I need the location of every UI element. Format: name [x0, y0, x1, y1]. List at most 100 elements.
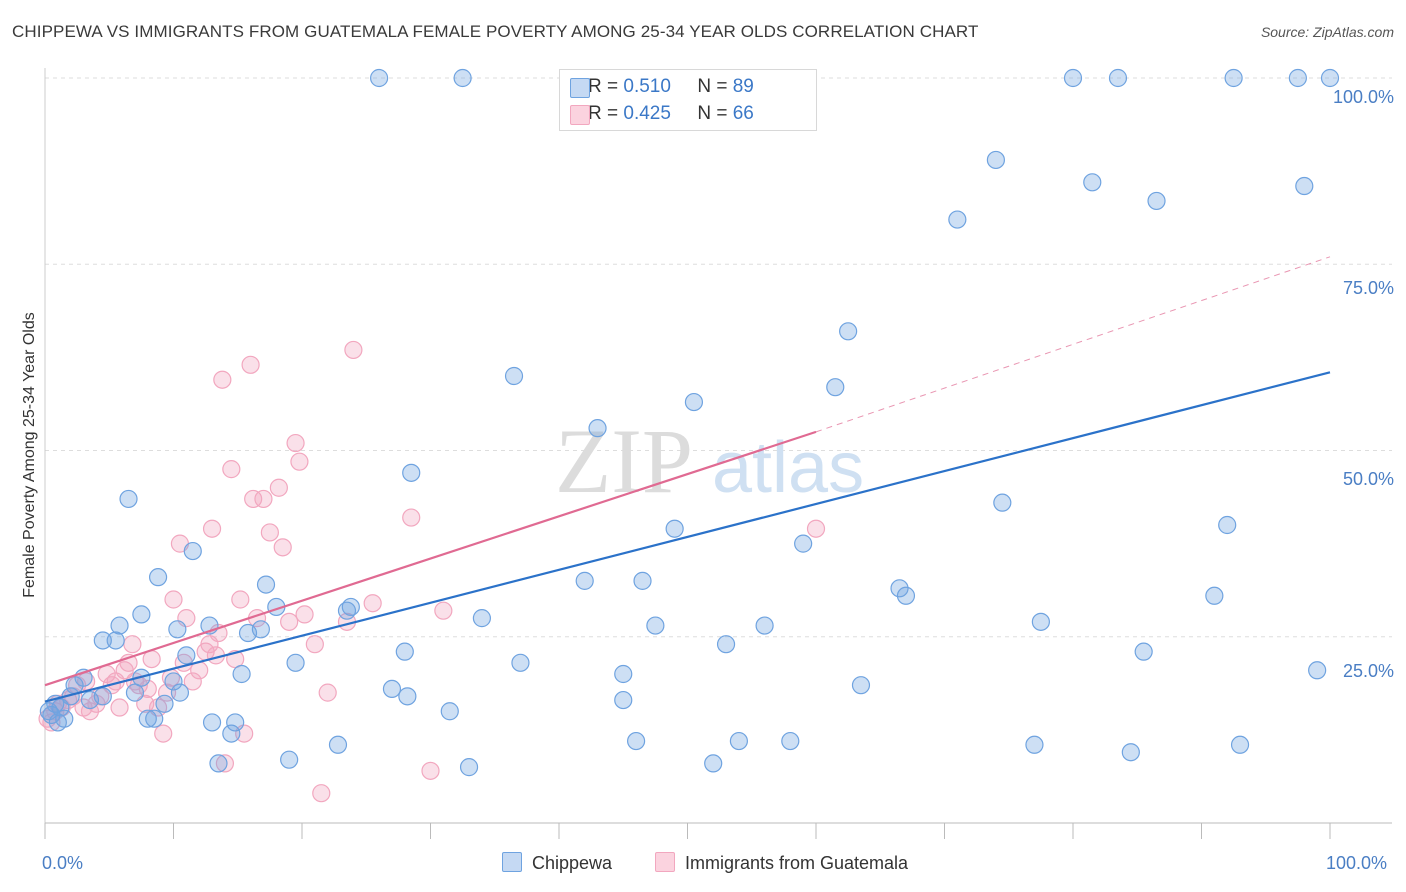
guatemala-point — [222, 460, 241, 479]
n-value: 89 — [732, 76, 754, 97]
chippewa-point — [232, 664, 251, 684]
chippewa-point — [459, 758, 479, 777]
guatemala-point — [344, 340, 363, 360]
chippewa-point — [1308, 661, 1327, 680]
chippewa-point — [370, 68, 389, 88]
guatemala-point — [260, 523, 279, 542]
guatemala-point — [305, 635, 324, 654]
y-tick-label-25: 25.0% — [1342, 661, 1394, 681]
chippewa-point — [402, 463, 421, 482]
r-value: 0.510 — [623, 76, 671, 97]
chippewa-point — [155, 694, 174, 713]
chippewa-point — [1147, 191, 1166, 211]
chippewa-point — [839, 322, 858, 341]
chippewa-point — [851, 676, 871, 695]
guatemala-point — [110, 698, 129, 717]
chippewa-point — [665, 519, 684, 538]
guatemala-point — [273, 538, 292, 557]
n-label: N = — [697, 76, 733, 97]
chippewa-point — [986, 150, 1006, 170]
y-tick-label-50: 50.0% — [1342, 469, 1394, 489]
guatemala-point — [213, 370, 232, 389]
source-label: Source: ZipAtlas.com — [1260, 24, 1394, 40]
chippewa-point — [328, 735, 348, 754]
chippewa-point — [341, 597, 360, 617]
chippewa-point — [1320, 68, 1340, 88]
chippewa-trend-line — [44, 371, 1331, 703]
chippewa-point — [1025, 735, 1044, 754]
chippewa-point — [93, 631, 112, 650]
chippewa-points — [39, 68, 1340, 777]
chippewa-point — [890, 579, 909, 598]
gridlines — [45, 77, 1392, 638]
guatemala-point — [269, 478, 288, 497]
chippewa-swatch — [502, 852, 522, 872]
guatemala-point — [806, 519, 826, 538]
chippewa-point — [256, 575, 276, 594]
watermark-zip: ZIP — [555, 410, 693, 512]
legend-row-guatemala: R = 0.425 N = 66 — [570, 101, 754, 127]
chippewa-point — [826, 378, 845, 397]
chippewa-point — [1121, 743, 1140, 762]
chippewa-point — [1063, 68, 1083, 88]
n-value: 66 — [732, 103, 754, 124]
chippewa-point — [755, 616, 774, 635]
guatemala-swatch — [570, 105, 590, 125]
chippewa-point — [168, 620, 187, 639]
guatemala-point — [231, 590, 250, 609]
chippewa-point — [1134, 642, 1153, 661]
chippewa-point — [164, 672, 183, 691]
chippewa-point — [138, 709, 157, 728]
guatemala-point — [123, 635, 142, 654]
x-tick-label-max: 100.0% — [1326, 853, 1388, 873]
chippewa-point — [286, 653, 305, 672]
guatemala-point — [157, 683, 177, 702]
chippewa-point — [202, 713, 222, 732]
chippewa-point — [119, 489, 138, 509]
chippewa-point — [51, 698, 70, 717]
guatemala-point — [164, 590, 183, 609]
chippewa-point — [55, 709, 74, 728]
y-tick-label-100: 100.0% — [1332, 87, 1394, 107]
chippewa-point — [93, 687, 112, 706]
guatemala-trend-line — [44, 430, 817, 687]
guatemala-point — [183, 672, 202, 691]
chippewa-point — [511, 653, 530, 672]
chippewa-point — [626, 731, 646, 751]
chippewa-point — [170, 683, 190, 702]
chippewa-point — [226, 713, 245, 732]
chippewa-point — [1205, 586, 1224, 605]
chippewa-point — [704, 754, 723, 773]
guatemala-point — [280, 612, 299, 631]
chippewa-point — [614, 664, 633, 684]
guatemala-swatch — [655, 852, 675, 872]
chippewa-point — [729, 731, 749, 751]
chippewa-point — [177, 646, 196, 665]
x-tick-label-min: 0.0% — [42, 853, 84, 873]
guatemala-point — [202, 519, 222, 538]
chippewa-point — [382, 679, 402, 699]
guatemala-point — [312, 784, 331, 803]
n-label: N = — [697, 103, 733, 124]
chippewa-point — [280, 750, 299, 769]
chippewa-point — [684, 392, 704, 412]
chippewa-point — [646, 616, 665, 635]
correlation-legend: R = 0.510 N = 89 R = 0.425 N = 66 — [559, 69, 817, 131]
chippewa-swatch — [570, 78, 590, 98]
chippewa-point — [106, 631, 125, 650]
y-tick-label-75: 75.0% — [1342, 278, 1394, 298]
chippewa-point — [614, 690, 633, 710]
chippewa-point — [633, 571, 652, 590]
chippewa-point — [575, 571, 594, 590]
chippewa-point — [110, 616, 129, 635]
guatemala-point — [241, 355, 260, 374]
chippewa-point — [395, 642, 414, 661]
guatemala-trend-extension — [815, 256, 1331, 433]
guatemala-point — [286, 433, 305, 453]
guatemala-point — [244, 489, 263, 509]
guatemala-point — [154, 724, 173, 743]
chippewa-point — [1083, 173, 1102, 192]
guatemala-point — [254, 489, 273, 509]
chippewa-point — [183, 541, 202, 561]
